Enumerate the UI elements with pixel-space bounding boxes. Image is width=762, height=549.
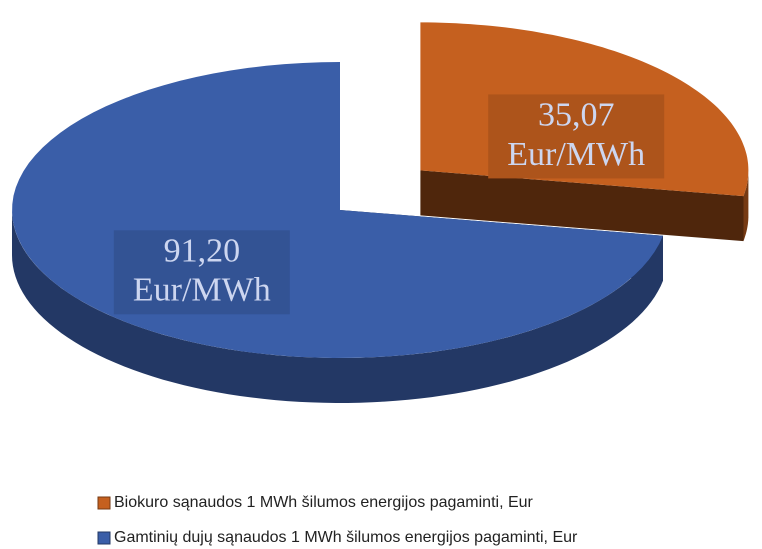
slice-cut-face bbox=[420, 170, 744, 242]
legend-swatch bbox=[97, 531, 111, 545]
value-label-box bbox=[488, 94, 665, 179]
value-label-box bbox=[113, 230, 290, 315]
slice-side bbox=[12, 210, 663, 403]
value-label: 91,20 Eur/MWh bbox=[133, 232, 271, 308]
slice-side bbox=[743, 170, 749, 242]
legend-label: Gamtinių dujų sąnaudos 1 MWh šilumos ene… bbox=[114, 529, 578, 546]
legend-label: Biokuro sąnaudos 1 MWh šilumos energijos… bbox=[114, 494, 534, 511]
legend-swatch bbox=[97, 496, 111, 510]
value-label: 35,07 Eur/MWh bbox=[507, 97, 645, 173]
